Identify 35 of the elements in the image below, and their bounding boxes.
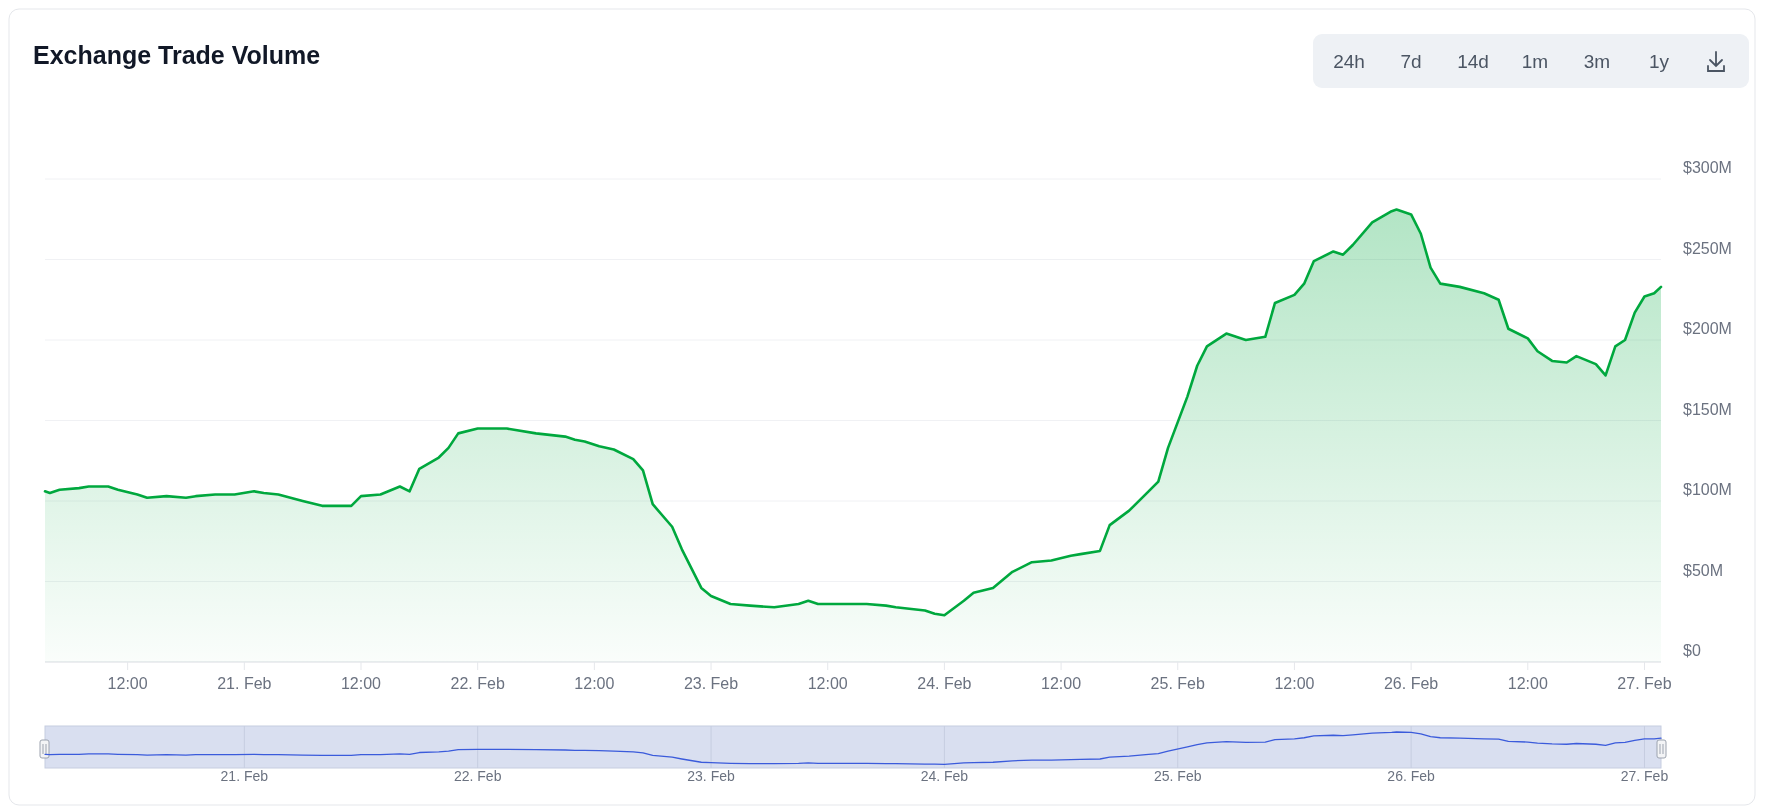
x-tick-label: 21. Feb bbox=[220, 768, 269, 784]
x-tick-label: 25. Feb bbox=[1154, 768, 1202, 784]
y-tick-label: $0 bbox=[1683, 642, 1701, 659]
x-tick-label: 22. Feb bbox=[453, 768, 502, 784]
y-tick-label: $250M bbox=[1683, 239, 1732, 257]
chart-title: Exchange Trade Volume bbox=[33, 41, 321, 69]
text: 7d bbox=[1400, 51, 1422, 72]
y-tick-label: $300M bbox=[1683, 159, 1732, 176]
x-tick-label: 12:00 bbox=[1274, 675, 1315, 692]
x-tick-label: 23. Feb bbox=[687, 768, 735, 784]
x-tick-label: 24. Feb bbox=[917, 675, 972, 692]
x-tick-label: 12:00 bbox=[574, 675, 615, 692]
y-tick-label: $150M bbox=[1683, 400, 1732, 418]
x-tick-label: 25. Feb bbox=[1150, 675, 1205, 692]
x-tick-label: 24. Feb bbox=[920, 768, 969, 784]
text: 24h bbox=[1333, 51, 1365, 72]
text: 1m bbox=[1521, 51, 1549, 72]
text: 3m bbox=[1583, 51, 1611, 72]
x-tick-label: 12:00 bbox=[1507, 675, 1548, 692]
x-tick-label: 26. Feb bbox=[1383, 675, 1439, 692]
y-tick-label: $200M bbox=[1683, 320, 1732, 337]
x-tick-label: 22. Feb bbox=[450, 675, 505, 692]
x-tick-label: 12:00 bbox=[1041, 675, 1082, 692]
text: 14d bbox=[1457, 51, 1489, 72]
x-tick-label: 12:00 bbox=[340, 675, 382, 692]
x-tick-label: 12:00 bbox=[107, 675, 148, 692]
text: 1y bbox=[1648, 51, 1670, 72]
y-tick-label: $50M bbox=[1683, 561, 1724, 579]
x-tick-label: 27. Feb bbox=[1617, 675, 1672, 692]
x-tick-label: 23. Feb bbox=[683, 675, 739, 692]
x-tick-label: 27. Feb bbox=[1620, 768, 1669, 784]
x-tick-label: 26. Feb bbox=[1387, 768, 1436, 784]
y-tick-label: $100M bbox=[1683, 481, 1732, 498]
x-tick-label: 12:00 bbox=[807, 675, 848, 692]
x-tick-label: 21. Feb bbox=[217, 675, 272, 692]
